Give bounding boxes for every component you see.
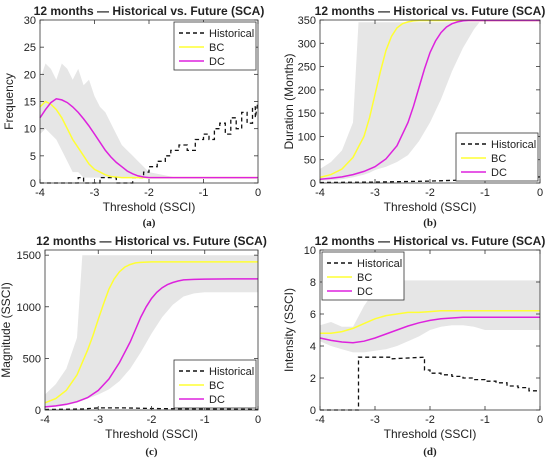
legend: Historical BC DC	[173, 21, 257, 71]
y-tick-label: 1000	[17, 302, 41, 314]
x-tick-label: 0	[537, 187, 543, 199]
legend-box	[321, 251, 405, 301]
legend-label-historical: Historical	[209, 366, 254, 378]
legend-box	[173, 359, 257, 409]
y-tick-label: 25	[24, 42, 36, 54]
y-tick-label: 6	[310, 309, 316, 321]
series-line-bc	[320, 310, 540, 334]
y-tick-label: 50	[304, 155, 316, 167]
series-line-bc	[44, 261, 258, 404]
series-line-dc	[319, 19, 540, 181]
y-tick-label: 200	[298, 85, 316, 97]
uncertainty-band	[40, 63, 258, 178]
x-tick-label: -1	[199, 187, 209, 199]
x-tick-label: -3	[370, 187, 380, 199]
y-tick-label: 0	[310, 178, 316, 190]
x-tick-label: -2	[147, 414, 157, 426]
legend-label-historical: Historical	[357, 258, 402, 270]
legend: Historical BC DC	[455, 132, 539, 182]
uncertainty-band	[320, 22, 540, 181]
y-tick-label: 30	[24, 15, 36, 27]
x-axis-label: Threshold (SSCI)	[105, 427, 198, 441]
legend-box	[173, 21, 257, 71]
x-axis-label: Threshold (SSCI)	[103, 200, 196, 214]
y-tick-label: 300	[298, 38, 316, 50]
y-tick-label: 2	[310, 373, 316, 385]
x-tick-label: -3	[90, 187, 100, 199]
x-tick-label: 0	[255, 414, 261, 426]
chart-title: 12 months — Historical vs. Future (SCA)	[34, 4, 265, 18]
series-line-dc	[44, 278, 258, 408]
legend-label-bc: BC	[209, 42, 224, 54]
y-tick-label: 4	[310, 341, 316, 353]
panel-caption: (d)	[423, 446, 437, 458]
series-line-historical	[320, 356, 540, 411]
y-tick-label: 500	[23, 353, 41, 365]
legend: Historical BC DC	[321, 251, 405, 301]
legend: Historical BC DC	[173, 359, 257, 409]
panel-caption: (a)	[143, 217, 156, 229]
panel-caption: (b)	[423, 217, 437, 229]
chart-title: 12 months — Historical vs. Future (SCA)	[36, 234, 267, 248]
y-tick-label: 350	[298, 15, 316, 27]
y-tick-label: 8	[310, 277, 316, 289]
y-tick-label: 0	[30, 178, 36, 190]
legend-box	[455, 132, 539, 182]
legend-label-dc: DC	[209, 56, 225, 68]
x-tick-label: -3	[93, 414, 103, 426]
x-axis-label: Threshold (SSCI)	[384, 200, 477, 214]
y-tick-label: 10	[24, 124, 36, 136]
y-axis-label: Frequency	[2, 73, 16, 130]
x-tick-label: -1	[200, 414, 210, 426]
x-tick-label: -4	[35, 187, 45, 199]
y-tick-label: 0	[310, 405, 316, 417]
y-axis-label: Intensity (SSCI)	[282, 288, 296, 372]
legend-label-bc: BC	[491, 153, 506, 165]
series-line-bc	[319, 19, 540, 179]
x-tick-label: -2	[425, 414, 435, 426]
x-tick-label: -4	[315, 187, 325, 199]
x-tick-label: -1	[480, 187, 490, 199]
panel-caption: (c)	[145, 446, 158, 458]
y-axis-label: Magnitude (SSCI)	[0, 282, 13, 377]
y-tick-label: 1500	[17, 250, 41, 262]
y-axis-label: Duration (Months)	[282, 53, 296, 149]
x-tick-label: -1	[480, 414, 490, 426]
x-tick-label: -4	[315, 414, 325, 426]
chart-title: 12 months — Historical vs. Future (SCA)	[315, 4, 546, 18]
legend-label-historical: Historical	[209, 28, 254, 40]
x-tick-label: 0	[255, 187, 261, 199]
y-tick-label: 0	[35, 405, 41, 417]
legend-label-bc: BC	[209, 380, 224, 392]
legend-label-dc: DC	[357, 286, 373, 298]
legend-label-bc: BC	[357, 272, 372, 284]
y-tick-label: 10	[304, 245, 316, 257]
legend-label-dc: DC	[209, 394, 225, 406]
legend-label-historical: Historical	[491, 139, 536, 151]
x-tick-label: -3	[370, 414, 380, 426]
chart-title: 12 months — Historical vs. Future (SCA)	[315, 234, 546, 248]
uncertainty-band	[45, 255, 258, 408]
series-line-dc	[319, 316, 540, 344]
y-tick-label: 250	[298, 62, 316, 74]
legend-label-dc: DC	[491, 167, 507, 179]
y-tick-label: 5	[30, 151, 36, 163]
x-tick-label: -2	[425, 187, 435, 199]
x-axis-label: Threshold (SSCI)	[384, 427, 477, 441]
x-tick-label: -4	[40, 414, 50, 426]
y-tick-label: 20	[24, 69, 36, 81]
series-line-dc	[39, 98, 258, 179]
x-tick-label: -2	[144, 187, 154, 199]
y-tick-label: 100	[298, 131, 316, 143]
y-tick-label: 150	[298, 108, 316, 120]
y-tick-label: 15	[24, 97, 36, 109]
x-tick-label: 0	[537, 414, 543, 426]
chart-panel-c: -4 -3 -2 -1 0 0 500 1000 1500 12 months — Histori…	[0, 234, 267, 458]
